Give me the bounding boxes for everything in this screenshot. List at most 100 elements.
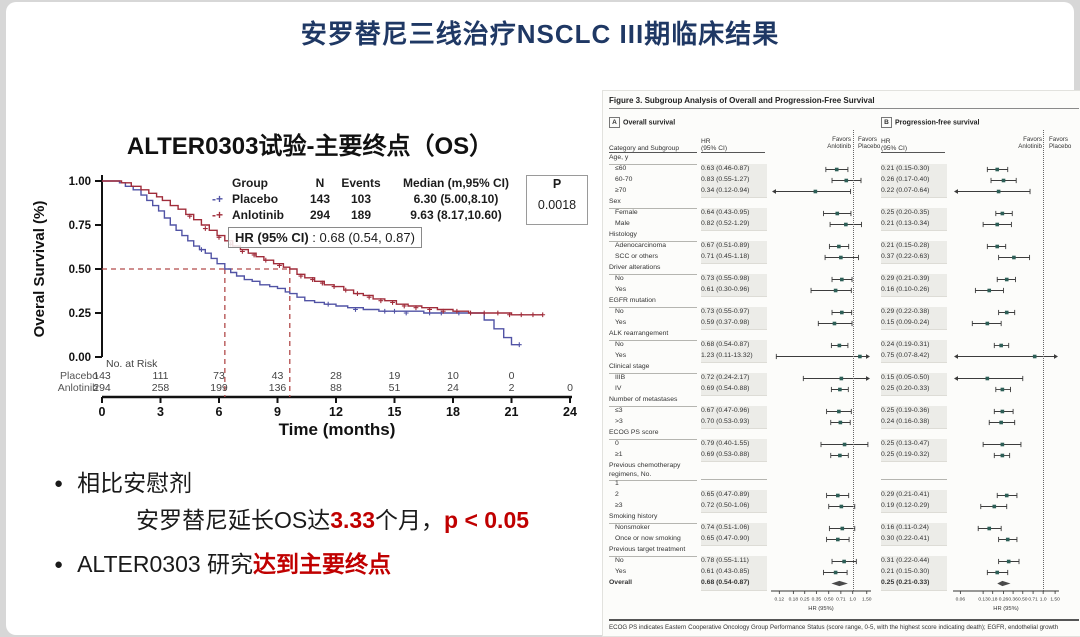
svg-text:199: 199	[210, 382, 228, 394]
overall-diamond	[831, 580, 848, 587]
svg-text:0: 0	[99, 405, 106, 419]
svg-text:111: 111	[153, 370, 169, 382]
ci-plot	[982, 221, 1012, 228]
hr-value-os: 0.82 (0.52-1.29)	[701, 219, 767, 231]
hr-value-os: 0.70 (0.53-0.93)	[701, 417, 767, 429]
ci-plot	[820, 441, 869, 448]
os-hr-axis: 0.12 0.18 0.25 0.35 0.50 0.71 1.0 1.50	[766, 590, 876, 609]
ci-plot	[829, 221, 862, 228]
subgroup-category-label: Previous chemotherapy regimens, No.	[609, 461, 697, 481]
svg-text:15: 15	[388, 405, 402, 419]
forest-row-section: Previous chemotherapy regimens, No.	[609, 461, 1079, 481]
ci-plot-os	[771, 164, 871, 175]
ci-plot	[823, 210, 852, 217]
favors-anlotinib-label-pfs: Favors Anlotinib	[1018, 136, 1042, 151]
svg-text:18: 18	[446, 405, 460, 419]
subgroup-label: ≥1	[615, 451, 623, 458]
bullet-1-text: 相比安慰剂	[77, 470, 193, 496]
subgroup-label: Yes	[615, 352, 627, 359]
forest-row-section: Age, y	[609, 153, 1079, 165]
p-value: 0.0018	[537, 198, 577, 212]
svg-text:294: 294	[93, 382, 111, 394]
forest-row-item: Yes 0.59 (0.37-0.98) 0.15 (0.09-0.24)	[609, 318, 1079, 330]
svg-text:0.75: 0.75	[69, 220, 92, 232]
svg-text:28: 28	[330, 370, 342, 382]
svg-text:1.50: 1.50	[1050, 597, 1060, 603]
ci-plot-pfs	[953, 373, 1059, 384]
hr-label: HR (95% CI)	[235, 230, 309, 245]
ci-plot	[995, 386, 1011, 393]
ci-plot-os	[771, 450, 871, 461]
svg-text:0.26: 0.26	[999, 597, 1009, 603]
ci-plot	[990, 177, 1017, 184]
bullet-1b-mid: 个月，	[375, 507, 444, 533]
favors-placebo-label-os: Favors Placebo	[858, 136, 881, 151]
ci-plot	[831, 276, 853, 283]
pfs-axis-label: HR (95%)	[993, 606, 1019, 612]
forest-axes: 0.12 0.18 0.25 0.35 0.50 0.71 1.0 1.50 HR (95%)…	[609, 590, 1079, 617]
ci-plot	[993, 408, 1014, 415]
svg-text:6: 6	[216, 405, 223, 419]
ci-plot	[998, 558, 1020, 565]
svg-text:0.12: 0.12	[775, 597, 785, 603]
ci-plot-pfs	[953, 567, 1059, 578]
ci-plot-pfs	[953, 285, 1059, 296]
panel-a-tag: A	[609, 117, 620, 129]
subgroup-label: Adenocarcinoma	[615, 242, 667, 249]
bullet-dot-icon: ●	[54, 556, 64, 573]
ci-plot	[986, 569, 1009, 576]
svg-text:0.36: 0.36	[1008, 597, 1018, 603]
ci-plot-pfs	[953, 186, 1059, 197]
svg-text:9: 9	[274, 405, 281, 419]
ci-plot	[993, 452, 1011, 459]
svg-text:12: 12	[329, 405, 343, 419]
km-survival-plot: 1.00 0.75 0.50 0.25 0.00 0 3 6 9 12 15 18 21 24 Time (…	[20, 165, 600, 460]
forest-row-section: Clinical stage	[609, 362, 1079, 374]
ci-plot-os	[771, 490, 871, 501]
svg-text:0: 0	[509, 370, 515, 382]
svg-text:19: 19	[389, 370, 401, 382]
slide-title: 安罗替尼三线治疗NSCLC III期临床结果	[300, 19, 780, 49]
bullet-1b-text: 安罗替尼延长OS达	[136, 507, 331, 533]
km-chart-title: ALTER0303试验-主要终点（OS）	[126, 133, 494, 160]
ci-plot-os	[771, 241, 871, 252]
km-legend-header-row: Group N Events Median (m,95% CI)	[212, 175, 526, 191]
ci-plot-pfs	[953, 490, 1059, 501]
forest-row-item: Adenocarcinoma 0.67 (0.51-0.89) 0.21 (0.15…	[609, 241, 1079, 253]
ci-plot	[954, 375, 1024, 382]
svg-text:21: 21	[505, 405, 519, 419]
hr-value-os: 0.34 (0.12-0.94)	[701, 186, 767, 198]
svg-text:10: 10	[447, 370, 459, 382]
ci-plot-os	[771, 285, 871, 296]
svg-text:0.18: 0.18	[988, 597, 998, 603]
hr-value-os: 0.69 (0.53-0.88)	[701, 450, 767, 462]
hr-value-pfs: 0.24 (0.16-0.38)	[881, 417, 947, 429]
svg-text:0.71: 0.71	[1028, 597, 1038, 603]
ci-plot-os	[771, 384, 871, 395]
subgroup-label: No	[615, 275, 624, 282]
ci-plot-os	[771, 417, 871, 428]
favors-anlotinib-label-os: Favors Anlotinib	[827, 136, 851, 151]
subgroup-label: Male	[615, 220, 630, 227]
ci-plot	[996, 492, 1018, 499]
km-legend-row-placebo: -+ Placebo 143 103 6.30 (5.00,8.10)	[212, 191, 526, 207]
forest-row-item: IV 0.69 (0.54-0.88) 0.25 (0.20-0.33)	[609, 384, 1079, 396]
os-axis-label: HR (95%)	[808, 606, 834, 612]
p-label: P	[552, 177, 562, 191]
bullet-2: ● ALTER0303 研究达到主要终点	[54, 547, 599, 582]
ci-plot	[974, 287, 1004, 294]
svg-text:1.0: 1.0	[849, 597, 856, 603]
km-legend-table: Group N Events Median (m,95% CI) -+ Plac…	[212, 175, 526, 223]
ci-plot-pfs	[953, 450, 1059, 461]
ci-plot-pfs	[953, 307, 1059, 318]
forest-row-item: ≤60 0.63 (0.46-0.87) 0.21 (0.15-0.30)	[609, 164, 1079, 176]
ci-plot-os	[771, 406, 871, 417]
hr-value-pfs: 0.19 (0.12-0.29)	[881, 501, 947, 513]
ci-plot-os	[771, 578, 871, 590]
bullet-1: ● 相比安慰剂	[54, 466, 599, 501]
ci-plot	[971, 320, 1002, 327]
legend-events-anlotinib: 189	[350, 208, 372, 222]
hr-value-os: 0.72 (0.50-1.06)	[701, 501, 767, 513]
legend-header-group: Group	[232, 176, 268, 190]
ci-plot	[824, 254, 859, 261]
